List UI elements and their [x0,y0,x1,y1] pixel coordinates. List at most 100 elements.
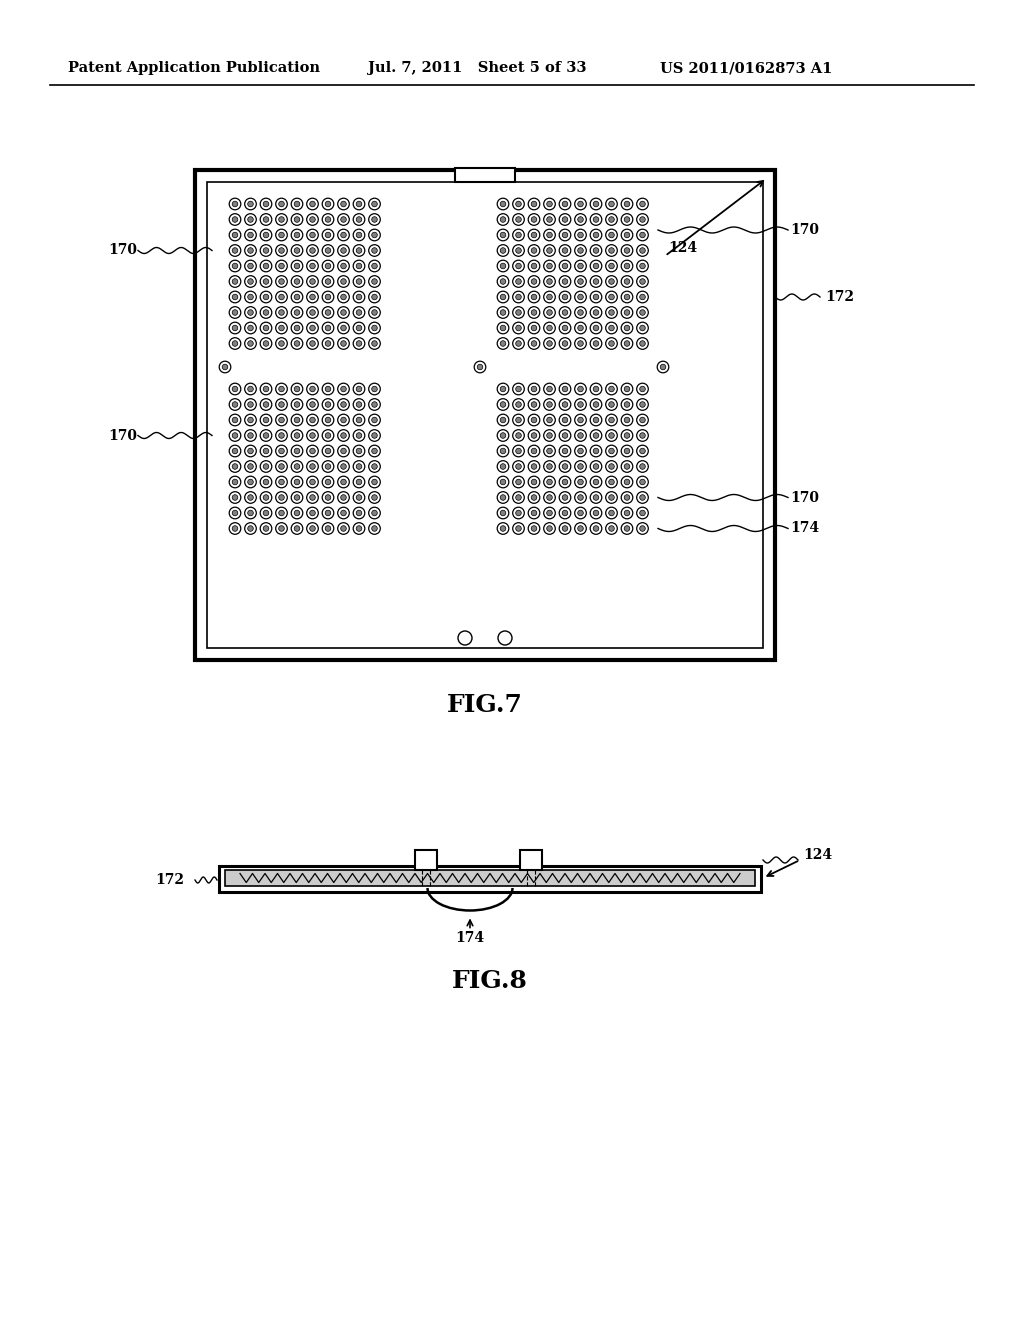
Circle shape [498,523,509,535]
Circle shape [593,294,599,300]
Circle shape [294,310,300,315]
Circle shape [590,507,602,519]
Circle shape [260,523,271,535]
Circle shape [369,445,380,457]
Bar [207,182,763,648]
Circle shape [326,433,331,438]
Circle shape [528,383,540,395]
Circle shape [245,322,256,334]
Circle shape [353,477,365,488]
Circle shape [248,495,253,500]
Circle shape [309,325,315,331]
Circle shape [260,276,271,288]
Circle shape [625,525,630,531]
Circle shape [640,525,645,531]
Circle shape [275,461,288,473]
Circle shape [245,477,256,488]
Circle shape [640,417,645,422]
Circle shape [500,325,506,331]
Circle shape [263,263,268,269]
Circle shape [232,325,238,331]
Circle shape [574,260,587,272]
Circle shape [326,325,331,331]
Circle shape [232,449,238,454]
Circle shape [590,198,602,210]
Circle shape [372,401,377,408]
Circle shape [229,507,241,519]
Circle shape [606,507,617,519]
Circle shape [260,322,271,334]
Circle shape [369,477,380,488]
Circle shape [593,417,599,422]
Circle shape [307,492,318,503]
Circle shape [307,230,318,240]
Circle shape [291,399,303,411]
Circle shape [513,492,524,503]
Circle shape [279,201,285,207]
Circle shape [578,387,584,392]
Circle shape [500,201,506,207]
Circle shape [279,325,285,331]
Circle shape [229,430,241,441]
Circle shape [622,383,633,395]
Circle shape [622,477,633,488]
Circle shape [544,244,555,256]
Circle shape [275,492,288,503]
Circle shape [369,338,380,350]
Circle shape [590,230,602,240]
Circle shape [245,244,256,256]
Circle shape [307,214,318,226]
Circle shape [294,325,300,331]
Circle shape [232,294,238,300]
Circle shape [513,507,524,519]
Circle shape [547,216,552,222]
Circle shape [622,322,633,334]
Circle shape [574,445,587,457]
Bar [225,870,755,886]
Text: 172: 172 [155,873,184,887]
Circle shape [341,294,346,300]
Circle shape [326,248,331,253]
Circle shape [248,387,253,392]
Circle shape [544,276,555,288]
Circle shape [593,216,599,222]
Circle shape [590,414,602,426]
Circle shape [353,306,365,318]
Text: 124: 124 [803,847,833,862]
Text: FIG.8: FIG.8 [452,969,528,993]
Circle shape [248,341,253,346]
Circle shape [369,230,380,240]
Circle shape [500,310,506,315]
Circle shape [294,433,300,438]
Circle shape [528,414,540,426]
Circle shape [353,492,365,503]
Circle shape [500,279,506,284]
Circle shape [513,214,524,226]
Circle shape [622,445,633,457]
Circle shape [356,325,361,331]
Circle shape [622,276,633,288]
Circle shape [513,523,524,535]
Circle shape [326,201,331,207]
Circle shape [513,430,524,441]
Circle shape [640,201,645,207]
Circle shape [547,201,552,207]
Circle shape [356,387,361,392]
Circle shape [369,414,380,426]
Circle shape [531,417,537,422]
Circle shape [356,248,361,253]
Text: 174: 174 [456,932,484,945]
Circle shape [458,631,472,645]
Circle shape [608,248,614,253]
Circle shape [309,417,315,422]
Circle shape [245,383,256,395]
Circle shape [275,338,288,350]
Circle shape [500,232,506,238]
Circle shape [498,461,509,473]
Text: 170: 170 [790,223,819,238]
Circle shape [640,479,645,484]
Circle shape [606,276,617,288]
Circle shape [263,479,268,484]
Circle shape [232,463,238,470]
Circle shape [562,341,567,346]
